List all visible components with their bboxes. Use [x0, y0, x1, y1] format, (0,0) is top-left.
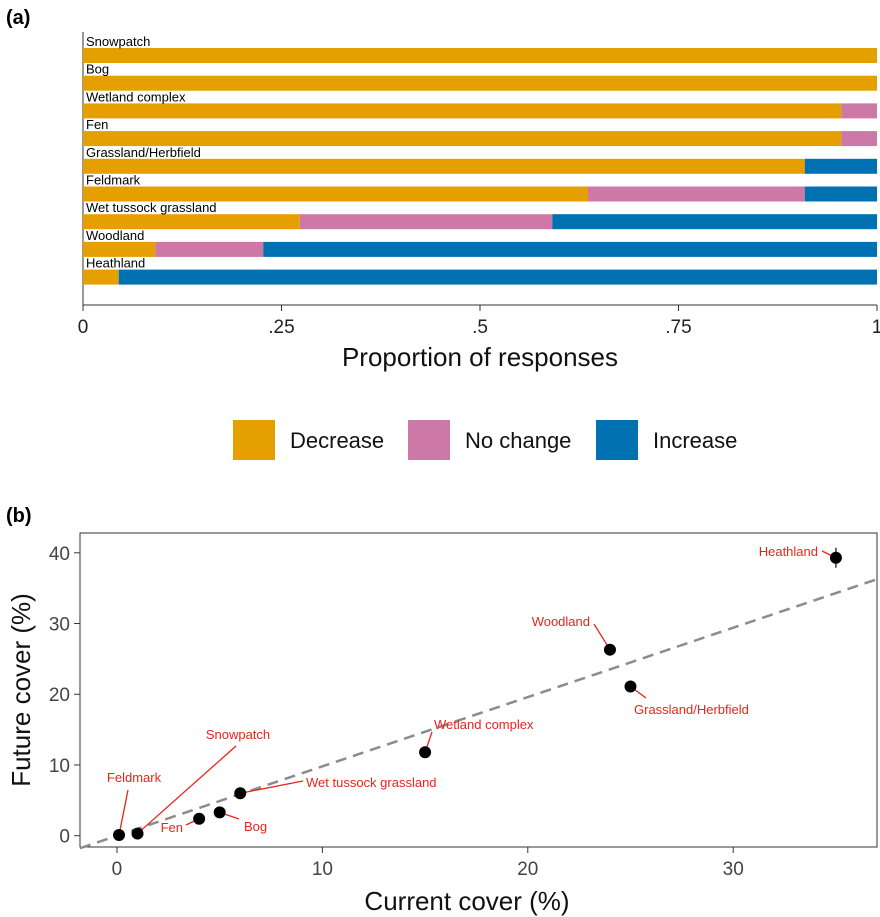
x-tick-label-1: .25	[268, 317, 294, 338]
bar-fen-no-change	[841, 131, 877, 147]
legend-swatch-increase	[596, 420, 638, 460]
panel-b-annotations: Feldmark Snowpatch Fen Bog Wet tussock grass…	[107, 544, 837, 836]
panel-b-ticks: 0 10 20 30 0 10 20 30 40	[49, 544, 744, 880]
annotation-woodland: Woodland	[532, 614, 590, 629]
legend: Decrease No change Increase	[233, 420, 737, 460]
legend-label-increase: Increase	[653, 428, 737, 453]
annotation-feldmark: Feldmark	[107, 770, 162, 785]
panel-b-y-axis-title: Future cover (%)	[6, 593, 36, 787]
bar-bog-decrease	[83, 75, 877, 91]
leader-feldmark	[118, 789, 129, 836]
point-grassland-herbfield	[624, 680, 637, 693]
legend-label-decrease: Decrease	[290, 428, 384, 453]
bar-wet-tussock-grassland-increase	[552, 214, 877, 230]
annotation-wet-tussock-grassland: Wet tussock grassland	[306, 775, 437, 790]
panel-b-x-axis-title: Current cover (%)	[364, 886, 569, 916]
bar-wet-tussock-grassland-decrease	[83, 214, 300, 230]
legend-swatch-no-change	[408, 420, 450, 460]
panel-b-points	[113, 547, 842, 841]
bar-label-wet-tussock-grassland: Wet tussock grassland	[86, 200, 217, 215]
b-x-tick-label-3: 30	[723, 859, 744, 880]
bar-feldmark-decrease	[83, 186, 588, 202]
b-y-tick-label-4: 40	[49, 544, 70, 565]
bar-label-heathland: Heathland	[86, 256, 145, 271]
bar-label-wetland-complex: Wetland complex	[86, 89, 186, 104]
point-bog	[213, 806, 226, 819]
point-woodland	[603, 643, 616, 656]
annotation-bog: Bog	[244, 819, 267, 834]
annotation-heathland: Heathland	[759, 544, 818, 559]
annotation-fen: Fen	[161, 820, 183, 835]
b-y-tick-label-3: 30	[49, 615, 70, 636]
annotation-wetland-complex: Wetland complex	[434, 717, 534, 732]
panel-a-bar-labels: Snowpatch Bog Wetland complex Fen Grassland/…	[86, 34, 217, 271]
leader-snowpatch	[137, 745, 237, 835]
point-wet-tussock-grassland	[234, 787, 247, 800]
panel-a-x-ticks: 0 .25 .5 .75 1	[78, 305, 880, 338]
bar-feldmark-increase	[804, 186, 877, 202]
point-wetland-complex	[419, 746, 432, 759]
point-heathland	[829, 551, 842, 564]
b-y-tick-label-1: 10	[49, 756, 70, 777]
bar-woodland-increase	[263, 241, 877, 257]
bar-label-feldmark: Feldmark	[86, 173, 141, 188]
bar-wetland-complex-no-change	[841, 103, 877, 119]
b-y-tick-label-0: 0	[59, 827, 70, 848]
bar-grassland-herbfield-increase	[804, 158, 877, 174]
point-fen	[193, 812, 206, 825]
panel-a-bar-chart: (a) Snowpatch Bog Wetland complex Fen Grassl…	[6, 7, 880, 372]
bar-label-snowpatch: Snowpatch	[86, 34, 150, 49]
b-x-tick-label-0: 0	[112, 859, 123, 880]
bar-feldmark-no-change	[587, 186, 805, 202]
b-y-tick-label-2: 20	[49, 685, 70, 706]
x-tick-label-2: .5	[472, 317, 488, 338]
panel-a-x-axis-title: Proportion of responses	[342, 342, 618, 372]
leader-wet-tussock-grassland	[240, 780, 304, 794]
bar-label-woodland: Woodland	[86, 228, 144, 243]
bar-woodland-no-change	[155, 241, 264, 257]
bar-wet-tussock-grassland-no-change	[299, 214, 553, 230]
b-x-tick-label-1: 10	[312, 859, 333, 880]
x-tick-label-4: 1	[872, 317, 880, 338]
bar-heathland-decrease	[83, 269, 119, 285]
b-x-tick-label-2: 20	[517, 859, 538, 880]
bar-woodland-decrease	[83, 241, 156, 257]
trend-line-dashed	[79, 578, 878, 850]
bar-wetland-complex-decrease	[83, 103, 842, 119]
x-tick-label-0: 0	[78, 317, 89, 338]
bar-label-bog: Bog	[86, 62, 109, 77]
point-feldmark	[113, 828, 126, 841]
point-snowpatch	[131, 827, 144, 840]
bar-snowpatch-decrease	[83, 48, 877, 63]
bar-heathland-increase	[118, 269, 878, 285]
panel-b-plot-border	[79, 532, 878, 848]
annotation-grassland-herbfield: Grassland/Herbfield	[634, 702, 749, 717]
panel-a-label: (a)	[6, 7, 30, 29]
panel-a-bars	[83, 48, 878, 285]
panel-b-trend-line	[79, 578, 878, 850]
bar-grassland-herbfield-decrease	[83, 158, 805, 174]
bar-label-fen: Fen	[86, 117, 108, 132]
legend-swatch-decrease	[233, 420, 275, 460]
annotation-snowpatch: Snowpatch	[206, 727, 270, 742]
panel-b-label: (b)	[6, 505, 32, 527]
bar-fen-decrease	[83, 131, 842, 147]
legend-label-no-change: No change	[465, 428, 571, 453]
x-tick-label-3: .75	[665, 317, 691, 338]
bar-label-grassland-herbfield: Grassland/Herbfield	[86, 145, 201, 160]
panel-b-scatter-chart: (b) Feldmark Snowpatch Fen Bog Wet tussock g…	[6, 505, 878, 916]
